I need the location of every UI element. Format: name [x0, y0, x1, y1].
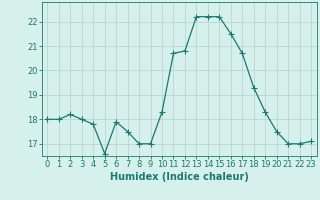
X-axis label: Humidex (Indice chaleur): Humidex (Indice chaleur) [110, 172, 249, 182]
